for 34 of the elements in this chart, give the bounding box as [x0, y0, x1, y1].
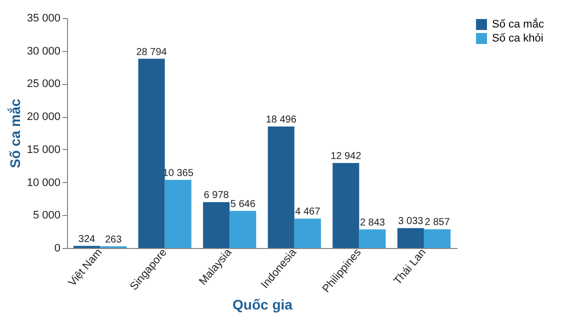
- data-label: 2 857: [424, 217, 450, 228]
- bar: [138, 58, 165, 248]
- x-tick-label: Thái Lan: [392, 246, 429, 288]
- y-tick-label: 30 000: [26, 45, 60, 58]
- bar: [268, 126, 294, 248]
- legend-label: Số ca mắc: [492, 18, 544, 30]
- x-axis-title: Quốc gia: [232, 296, 293, 312]
- bar: [230, 210, 256, 248]
- bar: [164, 180, 192, 248]
- y-tick-label: 10 000: [26, 176, 60, 189]
- y-tick-label: 0: [54, 242, 60, 254]
- y-tick-label: 25 000: [26, 78, 60, 90]
- data-label: 4 467: [295, 206, 321, 218]
- data-label: 5 646: [230, 198, 256, 210]
- data-label: 263: [104, 234, 122, 246]
- y-axis-title: Số ca mắc: [6, 98, 23, 168]
- data-label: 324: [78, 234, 96, 245]
- y-tick-label: 15 000: [26, 144, 60, 156]
- data-label: 3 033: [398, 216, 424, 228]
- data-label: 6 978: [204, 190, 230, 202]
- y-tick-label: 35 000: [26, 12, 60, 24]
- bar: [294, 218, 321, 248]
- data-label: 2 843: [360, 217, 386, 228]
- bar: [203, 202, 230, 248]
- bar: [332, 162, 360, 248]
- y-tick-label: 5 000: [32, 210, 60, 222]
- bar: [424, 229, 451, 248]
- data-label: 12 942: [330, 150, 362, 162]
- data-label: 18 496: [266, 114, 297, 126]
- bar: [359, 229, 386, 248]
- bar: [397, 228, 424, 248]
- legend-label: Số ca khỏi: [492, 32, 544, 44]
- data-label: 28 794: [136, 46, 168, 58]
- y-tick-label: 20 000: [26, 111, 60, 124]
